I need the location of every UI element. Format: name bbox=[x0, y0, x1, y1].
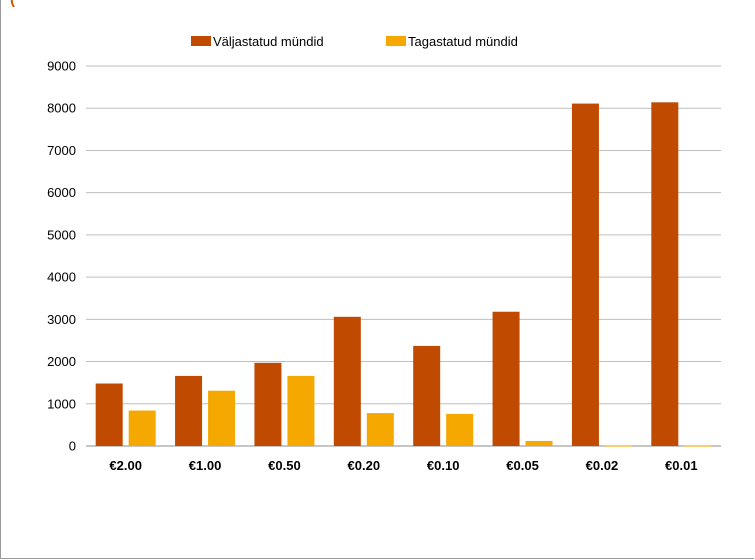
bar-issued-2 bbox=[254, 362, 282, 446]
x-tick-label: €0.02 bbox=[586, 458, 619, 473]
chart-title-fragment: ( bbox=[10, 0, 15, 8]
bar-issued-4 bbox=[413, 345, 441, 446]
x-tick-label: €1.00 bbox=[189, 458, 222, 473]
x-tick-label: €0.05 bbox=[506, 458, 539, 473]
bar-returned-6 bbox=[604, 445, 632, 447]
y-tick-label: 1000 bbox=[47, 396, 76, 411]
y-tick-label: 3000 bbox=[47, 312, 76, 327]
y-tick-label: 7000 bbox=[47, 143, 76, 158]
bar-returned-7 bbox=[684, 445, 712, 447]
y-tick-label: 8000 bbox=[47, 101, 76, 116]
x-tick-label: €0.01 bbox=[665, 458, 698, 473]
bar-returned-2 bbox=[287, 375, 315, 446]
bar-issued-6 bbox=[571, 103, 599, 447]
bar-returned-4 bbox=[446, 413, 474, 446]
legend-label-returned: Tagastatud mündid bbox=[408, 34, 518, 49]
y-tick-label: 5000 bbox=[47, 227, 76, 242]
x-axis-labels: €2.00 €1.00 €0.50 €0.20 €0.10 €0.05 €0.02 €0.01 bbox=[109, 458, 697, 473]
bar-issued-1 bbox=[175, 375, 203, 446]
legend: Väljastatud mündid Tagastatud mündid bbox=[191, 34, 518, 49]
x-tick-label: €0.10 bbox=[427, 458, 460, 473]
y-tick-label: 6000 bbox=[47, 185, 76, 200]
legend-swatch-issued bbox=[191, 36, 211, 46]
y-tick-label: 4000 bbox=[47, 270, 76, 285]
bar-returned-1 bbox=[208, 390, 236, 446]
x-tick-label: €2.00 bbox=[109, 458, 142, 473]
legend-label-issued: Väljastatud mündid bbox=[213, 34, 324, 49]
bars bbox=[95, 102, 712, 447]
bar-issued-7 bbox=[651, 102, 679, 447]
x-tick-label: €0.50 bbox=[268, 458, 301, 473]
bar-returned-0 bbox=[128, 410, 156, 446]
y-tick-label: 9000 bbox=[47, 59, 76, 74]
bar-issued-5 bbox=[492, 311, 520, 446]
bar-issued-0 bbox=[95, 383, 123, 446]
bar-issued-3 bbox=[333, 316, 361, 446]
x-tick-label: €0.20 bbox=[348, 458, 381, 473]
y-tick-label: 2000 bbox=[47, 354, 76, 369]
bar-returned-5 bbox=[525, 440, 553, 446]
y-axis-labels: 0 1000 2000 3000 4000 5000 6000 7000 8000 9000 bbox=[47, 59, 76, 454]
legend-swatch-returned bbox=[386, 36, 406, 46]
bar-returned-3 bbox=[366, 413, 394, 446]
y-tick-label: 0 bbox=[69, 439, 76, 454]
